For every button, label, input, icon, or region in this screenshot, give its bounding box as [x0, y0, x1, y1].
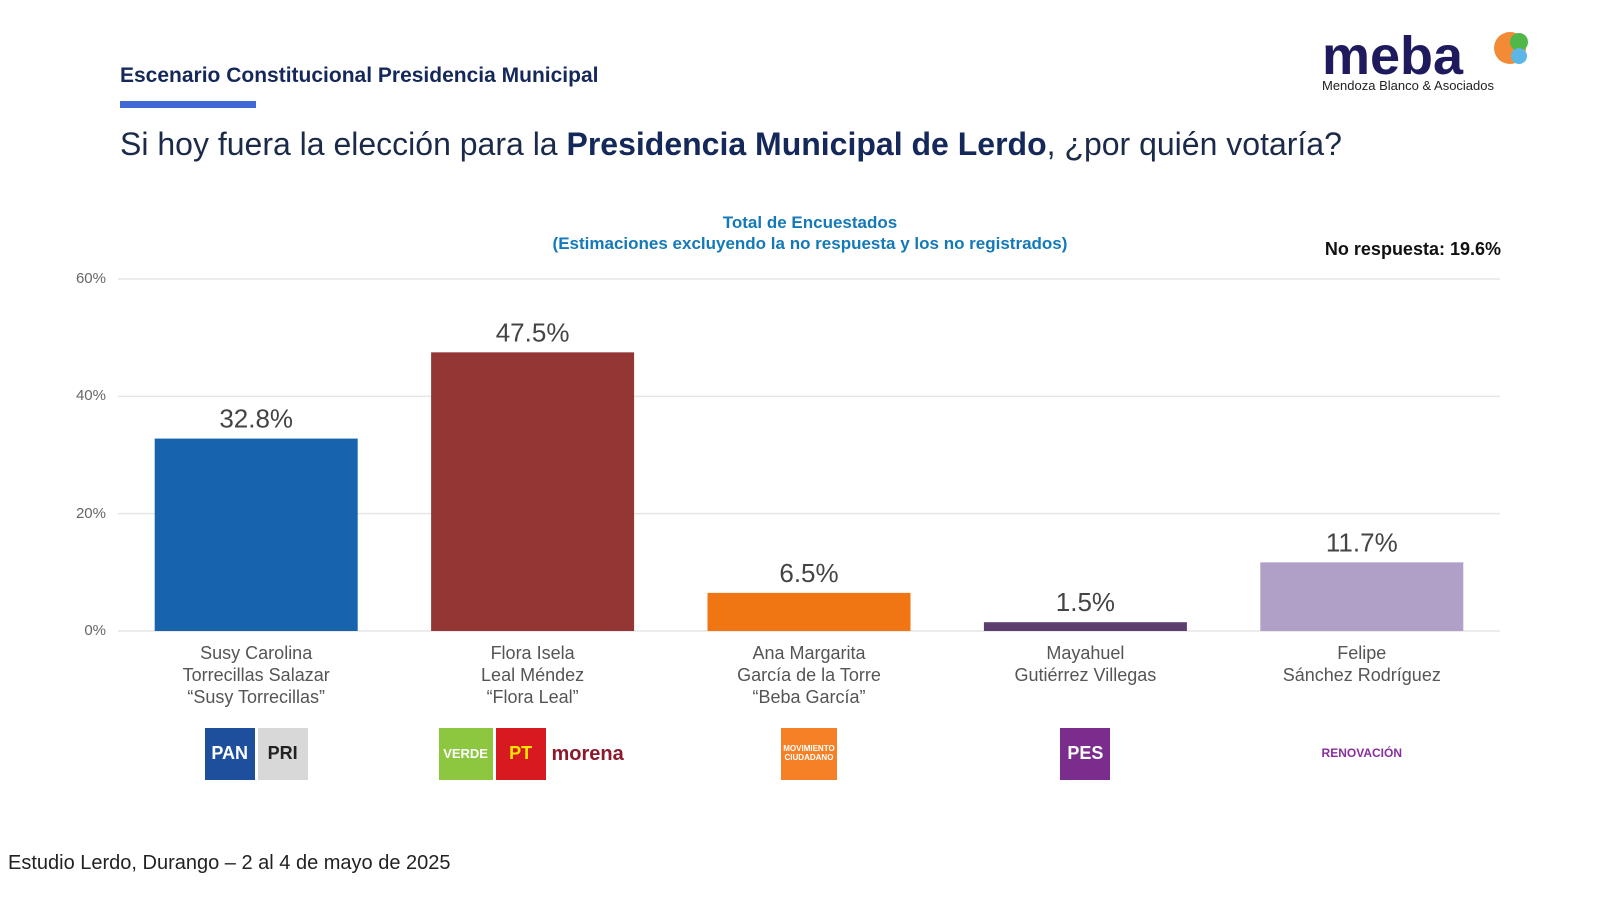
bar — [707, 592, 911, 631]
bar — [1260, 562, 1464, 631]
candidate-column: Susy Carolina Torrecillas Salazar “Susy To… — [118, 642, 394, 782]
y-tick-label: 0% — [84, 622, 106, 639]
candidate-name-line: Torrecillas Salazar — [182, 665, 330, 685]
y-tick-label: 60% — [75, 270, 106, 287]
candidate-column: Mayahuel Gutiérrez Villegas PES — [947, 642, 1223, 782]
x-tick-label: Mayahuel Gutiérrez Villegas — [1015, 642, 1157, 726]
party-logo: VERDE — [438, 728, 493, 780]
candidate-name-line: Flora Isela — [490, 643, 575, 663]
no-response-label: No respuesta: 19.6% — [1324, 239, 1501, 259]
bar-chart: 32.8% 47.5% 6.5% 1.5% 11.7% — [118, 278, 1500, 632]
svg-text:Mendoza Blanco & Asociados: Mendoza Blanco & Asociados — [1322, 78, 1494, 93]
party-logo: RENOVACIÓN — [1316, 728, 1407, 780]
section-title: Escenario Constitucional Presidencia Mun… — [120, 64, 599, 87]
party-logo: MOVIMIENTO CIUDADANO — [780, 728, 837, 780]
data-label: 11.7% — [1326, 527, 1398, 557]
question-post: , ¿por quién votaría? — [1046, 126, 1342, 162]
chart-area: 0% 20% 40% 60% 32.8% 47.5% 6.5% 1.5% 11.7% — [0, 260, 1600, 640]
party-logo: PT — [495, 728, 546, 780]
candidate-column: Flora Isela Leal Méndez “Flora Leal” VERDE P… — [394, 642, 670, 782]
candidate-name-line: Felipe — [1337, 643, 1387, 663]
party-logos: PES — [1060, 726, 1111, 782]
data-label: 1.5% — [1056, 587, 1115, 617]
question-pre: Si hoy fuera la elección para la — [120, 126, 567, 162]
x-tick-label: Susy Carolina Torrecillas Salazar “Susy To… — [183, 642, 330, 726]
x-tick-label: Ana Margarita García de la Torre “Beba Gar… — [737, 642, 881, 726]
party-logo: morena — [548, 728, 627, 780]
candidate-columns: Susy Carolina Torrecillas Salazar “Susy To… — [118, 642, 1500, 782]
candidate-name-line: “Flora Leal” — [486, 687, 579, 707]
candidate-name-line: Susy Carolina — [200, 643, 313, 663]
candidate-name-line: Mayahuel — [1046, 643, 1125, 663]
party-logo: PAN — [204, 728, 255, 780]
party-logo: PRI — [257, 728, 308, 780]
svg-text:meba: meba — [1322, 26, 1464, 86]
data-label: 32.8% — [219, 404, 293, 434]
x-tick-label: Felipe Sánchez Rodríguez — [1283, 642, 1441, 726]
bar — [154, 438, 358, 631]
party-logos: PAN PRI — [204, 726, 308, 782]
meba-logo: meba Mendoza Blanco & Asociados — [1322, 26, 1537, 101]
party-logo: PES — [1060, 728, 1111, 780]
candidate-name-line: Sánchez Rodríguez — [1282, 665, 1441, 685]
x-tick-label: Flora Isela Leal Méndez “Flora Leal” — [481, 642, 584, 726]
chart-title: Total de Encuestados — [722, 213, 898, 232]
candidate-name-line: “Susy Torrecillas” — [187, 687, 326, 707]
candidate-name-line: Gutiérrez Villegas — [1014, 665, 1157, 685]
question-title: Si hoy fuera la elección para la Preside… — [120, 124, 1342, 164]
y-tick-label: 40% — [75, 387, 106, 405]
party-logos: RENOVACIÓN — [1316, 726, 1407, 782]
bar — [983, 622, 1187, 631]
candidate-column: Ana Margarita García de la Torre “Beba Gar… — [671, 642, 947, 782]
candidate-name-line: “Beba García” — [752, 687, 866, 707]
accent-bar — [120, 101, 256, 108]
candidate-name-line: García de la Torre — [737, 665, 881, 685]
y-tick-label: 20% — [75, 504, 106, 522]
candidate-name-line: Ana Margarita — [752, 643, 866, 663]
footer-source: Estudio Lerdo, Durango – 2 al 4 de mayo … — [8, 852, 451, 874]
candidate-name-line: Leal Méndez — [481, 665, 585, 685]
party-logos: VERDE PT morena — [438, 726, 627, 782]
chart-note: (Estimaciones excluyendo la no respuesta… — [552, 234, 1068, 253]
bar — [431, 352, 635, 631]
data-label: 47.5% — [496, 317, 570, 347]
party-logos: MOVIMIENTO CIUDADANO — [780, 726, 837, 782]
chart-subtitle: Total de Encuestados (Estimaciones exclu… — [430, 212, 1190, 254]
candidate-column: Felipe Sánchez Rodríguez RENOVACIÓN — [1224, 642, 1500, 782]
question-bold: Presidencia Municipal de Lerdo — [566, 126, 1047, 162]
data-label: 6.5% — [779, 558, 838, 588]
